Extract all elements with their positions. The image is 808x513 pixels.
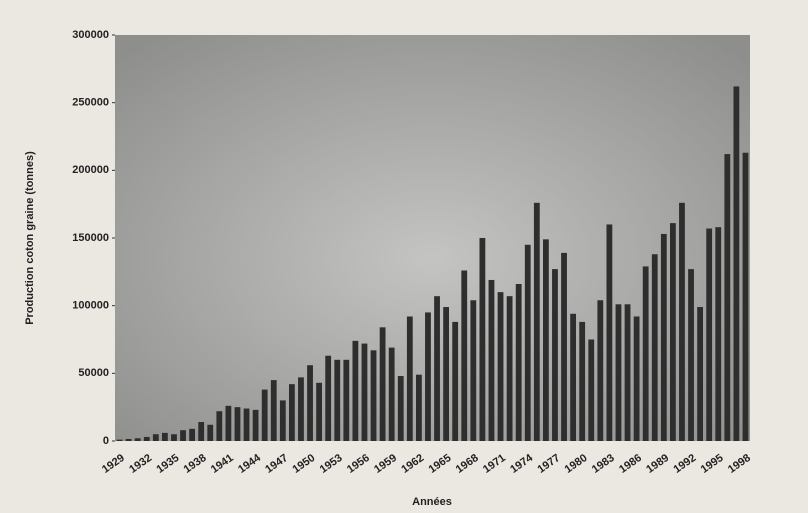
bar: [370, 350, 377, 441]
bar: [261, 389, 268, 441]
bar: [134, 438, 141, 441]
bar: [488, 279, 495, 441]
bar: [470, 300, 477, 441]
y-tick-label: 200000: [72, 164, 109, 176]
bar: [669, 223, 676, 441]
bar: [715, 227, 722, 441]
bar: [533, 202, 540, 441]
bar: [397, 376, 404, 441]
bar: [606, 224, 613, 441]
bar: [298, 377, 304, 441]
bar: [479, 238, 486, 441]
bar: [152, 434, 159, 441]
bar: [425, 312, 431, 441]
bar: [270, 380, 277, 441]
y-tick-label: 250000: [72, 97, 109, 109]
bar: [506, 296, 513, 441]
bar: [288, 384, 295, 441]
y-tick-label: 50000: [78, 367, 109, 379]
bar: [343, 359, 350, 441]
bar: [588, 339, 595, 441]
bar: [361, 343, 368, 441]
bar: [352, 340, 359, 441]
x-axis-label: Années: [412, 496, 452, 508]
bar: [461, 270, 468, 441]
bar: [307, 365, 313, 441]
bar: [216, 411, 223, 441]
bar: [642, 266, 649, 441]
bar: [406, 316, 413, 441]
bar: [688, 269, 694, 441]
bar: [434, 296, 440, 441]
bar: [733, 86, 740, 441]
bar: [570, 313, 577, 441]
bar: [125, 438, 132, 441]
bar: [724, 154, 731, 442]
y-tick-label: 0: [103, 435, 109, 447]
bar: [388, 347, 395, 441]
bar: [243, 408, 250, 441]
bar: [443, 307, 450, 441]
bar: [189, 428, 196, 441]
bar: [579, 321, 586, 441]
bar: [552, 269, 558, 441]
y-tick-label: 150000: [72, 232, 109, 244]
bar: [143, 436, 150, 441]
bar: [624, 304, 631, 441]
bar: [334, 359, 341, 441]
bar: [597, 300, 604, 441]
bar: [171, 434, 177, 441]
y-axis-label: Production coton graine (tonnes): [24, 151, 36, 325]
bar: [279, 400, 286, 441]
y-tick-label: 300000: [72, 29, 109, 41]
bar: [452, 321, 459, 441]
bar: [561, 252, 567, 441]
bar: [252, 409, 259, 441]
bar: [515, 284, 522, 441]
bar: [524, 244, 531, 441]
bar: [116, 439, 123, 441]
bar: [633, 316, 640, 441]
bar: [325, 355, 332, 441]
bar: [180, 430, 186, 441]
bar: [542, 239, 549, 441]
bar: [316, 382, 323, 441]
bar: [615, 304, 622, 441]
bar: [379, 327, 386, 441]
bar: [225, 405, 232, 441]
bar: [679, 202, 685, 441]
bar: [742, 152, 749, 442]
bar: [207, 424, 214, 441]
bar: [706, 228, 713, 441]
bar: [198, 422, 205, 441]
bar: [161, 432, 168, 441]
bar: [415, 374, 422, 441]
bar: [234, 407, 241, 441]
bar: [660, 233, 667, 441]
y-tick-label: 100000: [72, 300, 109, 312]
bar: [651, 254, 658, 441]
bar: [697, 307, 704, 441]
bar: [497, 292, 504, 441]
